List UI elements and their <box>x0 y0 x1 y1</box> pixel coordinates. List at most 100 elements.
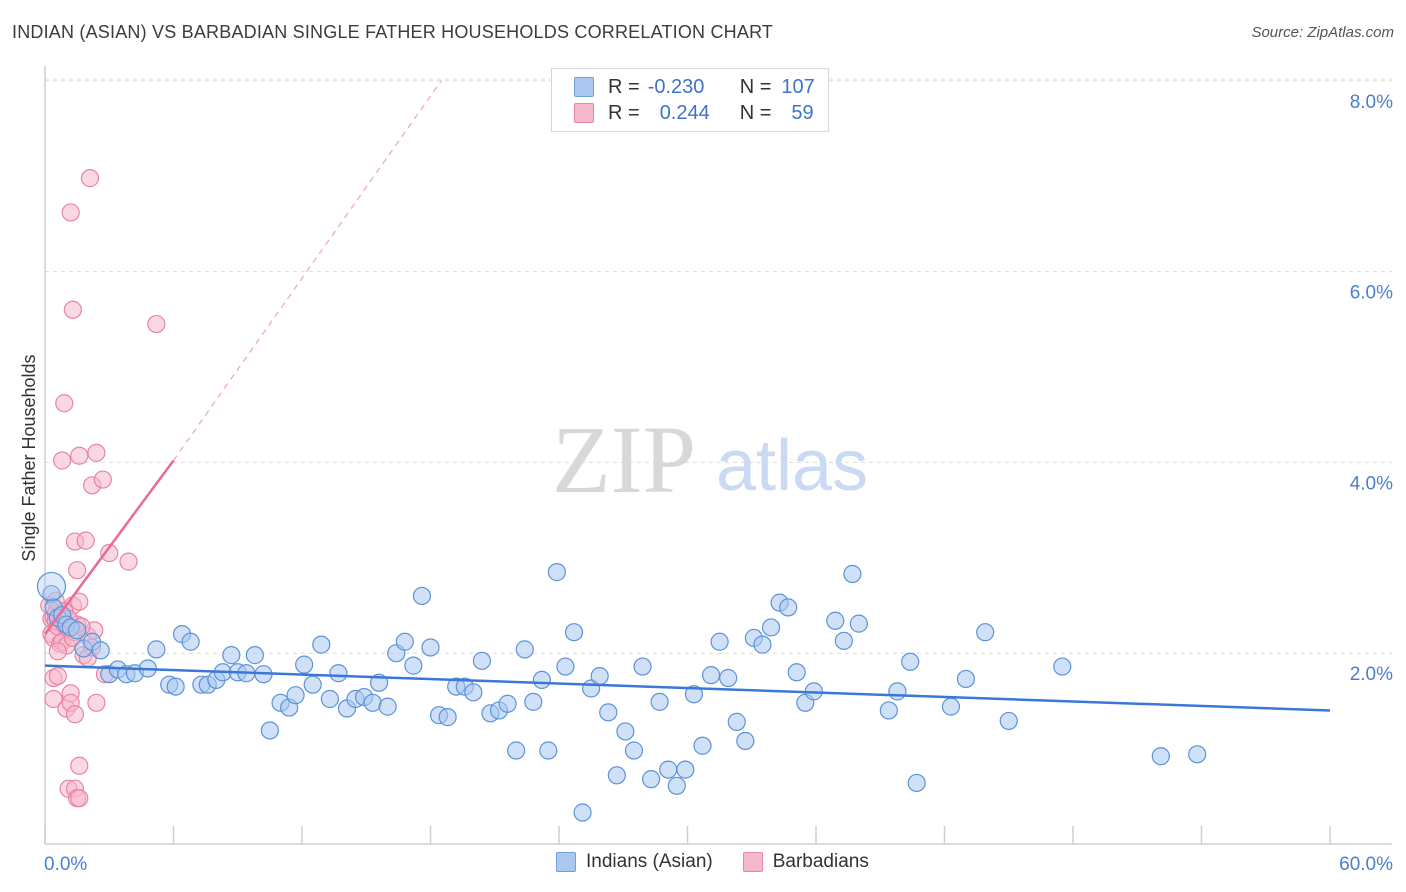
legend-n-label: N = <box>739 101 772 124</box>
indians-point <box>68 621 87 640</box>
x-tick-label-end: 60.0% <box>1339 854 1393 875</box>
indians-point <box>573 803 592 822</box>
trend-lines <box>43 80 1331 712</box>
indians-point <box>607 766 626 785</box>
indians-point <box>464 683 483 702</box>
indians-point <box>329 664 348 683</box>
indians-point <box>524 692 543 711</box>
series-legend-indians: Indians (Asian) <box>556 851 713 873</box>
indians-point <box>539 741 558 760</box>
indians-point <box>91 641 110 660</box>
indians-point <box>404 656 423 675</box>
barbadians-point <box>100 543 119 563</box>
indians-point <box>616 722 635 741</box>
indians-point <box>727 712 746 731</box>
indians-point <box>849 614 868 633</box>
series-legend-barbadians: Barbadians <box>742 851 869 873</box>
barbadians-point <box>48 642 67 661</box>
indians-point <box>693 736 712 755</box>
indians-point <box>312 635 331 654</box>
indians-point <box>701 666 721 685</box>
barbadians-point <box>48 666 67 686</box>
indians-point <box>147 640 166 659</box>
tick-labels: 2.0% 4.0% 6.0% 8.0% 0.0% 60.0% <box>44 92 1393 875</box>
source-label: Source: ZipAtlas.com <box>1251 24 1394 41</box>
indians-point <box>1188 745 1207 764</box>
indians-point <box>736 731 755 751</box>
y-tick-label: 4.0% <box>1350 473 1393 494</box>
axes <box>44 66 1392 845</box>
indians-point <box>378 697 397 716</box>
indians-point <box>941 697 961 716</box>
indians-point <box>976 623 995 642</box>
indians-point <box>515 640 534 659</box>
indians-point <box>472 651 491 670</box>
series-label-indians: Indians (Asian) <box>586 851 713 872</box>
indians-point <box>421 638 440 657</box>
barbadians-point <box>80 169 100 188</box>
legend-row-barbadians: R = 0.244 N = 59 <box>574 102 814 124</box>
indians-point <box>556 657 575 676</box>
barbadians-point <box>119 552 138 571</box>
barbadians-point <box>68 561 87 580</box>
y-axis-label: Single Father Households <box>19 354 39 561</box>
indians-point <box>590 666 609 686</box>
chart-title: INDIAN (ASIAN) VS BARBADIAN SINGLE FATHE… <box>12 22 774 42</box>
indians-point <box>761 618 781 637</box>
barbadians-point <box>76 531 95 550</box>
indians-point <box>412 586 432 606</box>
legend-n-value: 59 <box>791 101 814 124</box>
indians-point <box>907 773 926 793</box>
indians-point <box>564 623 584 642</box>
indians-point <box>633 657 652 676</box>
indians-point <box>650 692 669 711</box>
series-label-barbadians: Barbadians <box>772 851 869 872</box>
indians-point <box>599 703 618 722</box>
barbadians-point <box>87 443 106 462</box>
indians-point <box>659 760 678 779</box>
indians-point <box>295 655 314 674</box>
indians-point <box>956 669 976 689</box>
indians-point <box>260 721 279 740</box>
legend-r-label: R = <box>608 101 640 124</box>
indians-point <box>532 670 551 690</box>
barbadians-point <box>147 314 166 334</box>
indians-point <box>879 701 898 720</box>
indians-trend-line <box>44 664 1331 712</box>
indians-point <box>710 632 729 651</box>
indians-point <box>787 663 806 682</box>
y-tick-label: 6.0% <box>1350 283 1393 304</box>
watermark: ZIP atlas <box>552 406 868 513</box>
indians-point <box>547 563 566 582</box>
legend-swatch-indians <box>574 77 594 97</box>
indians-point <box>719 668 738 688</box>
barbadians-trend-line <box>43 459 175 635</box>
barbadians-point <box>70 446 89 465</box>
legend-swatch-barbadians <box>574 103 594 123</box>
indians-point <box>1151 747 1170 766</box>
indians-point <box>624 741 644 760</box>
indians-point <box>320 689 339 709</box>
y-tick-label: 8.0% <box>1350 92 1393 113</box>
correlation-legend: R = -0.230 N = 107 R = 0.244 N = 59 <box>551 68 829 132</box>
indians-points <box>36 563 1207 822</box>
indians-point <box>901 652 920 671</box>
indians-point-large <box>36 571 67 602</box>
indians-point <box>286 686 305 705</box>
barbadians-point <box>55 394 74 413</box>
legend-row-indians: R = -0.230 N = 107 <box>574 76 815 98</box>
legend-r-value: -0.230 <box>647 75 705 98</box>
indians-point <box>166 677 185 696</box>
indians-point <box>779 598 798 617</box>
barbadians-points <box>40 169 166 808</box>
series-legend: Indians (Asian) Barbadians <box>556 851 899 873</box>
indians-point <box>438 708 457 727</box>
indians-point <box>363 693 382 712</box>
indians-point <box>1053 657 1072 676</box>
indians-point <box>641 770 661 789</box>
barbadians-point <box>70 592 89 611</box>
indians-point <box>245 646 264 665</box>
indians-point <box>843 564 862 584</box>
indians-point <box>834 631 853 650</box>
